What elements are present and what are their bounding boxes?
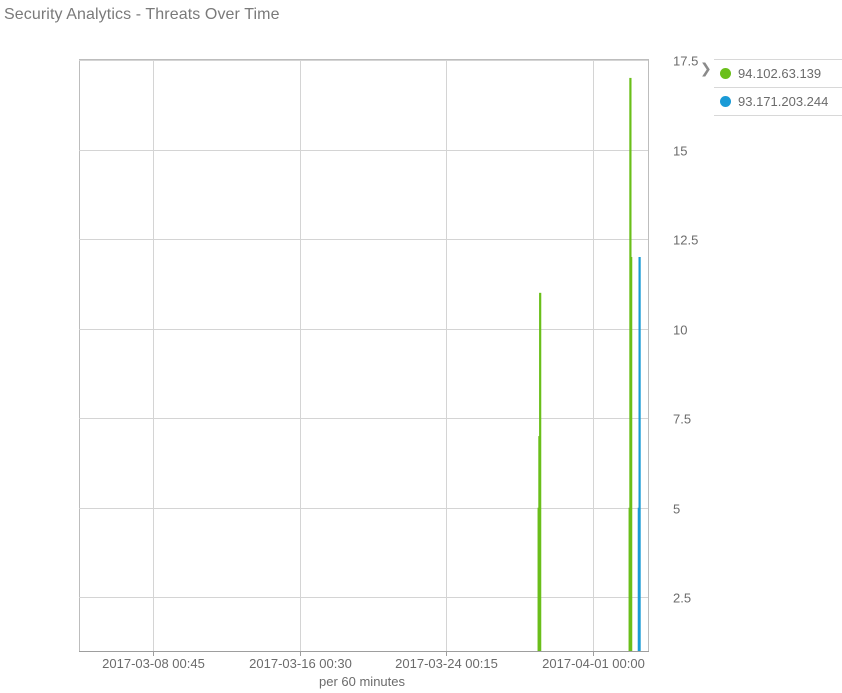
y-tick-label: 15 — [673, 144, 687, 159]
legend-label: 94.102.63.139 — [738, 66, 822, 81]
x-tick-label: 2017-03-08 00:45 — [102, 656, 205, 671]
legend-item[interactable]: 93.171.203.244 — [714, 88, 842, 116]
y-tick-label: 2.5 — [673, 591, 691, 606]
y-tick-label: 12.5 — [673, 233, 698, 248]
y-tick-label: 7.5 — [673, 412, 691, 427]
y-tick-label: 17.5 — [673, 54, 698, 69]
y-gridlines — [79, 60, 648, 598]
x-axis-title: per 60 minutes — [319, 674, 405, 689]
bars — [537, 77, 641, 651]
plot-area — [79, 59, 649, 652]
chevron-right-icon[interactable]: ❯ — [700, 60, 712, 76]
legend-swatch — [720, 96, 731, 107]
bar — [630, 257, 633, 651]
legend-swatch — [720, 68, 731, 79]
page-title: Security Analytics - Threats Over Time — [4, 6, 280, 23]
x-gridlines — [153, 60, 594, 656]
y-tick-label: 10 — [673, 323, 687, 338]
bar — [539, 292, 542, 651]
x-tick-label: 2017-04-01 00:00 — [542, 656, 645, 671]
y-tick-label: 5 — [673, 502, 680, 517]
x-tick-labels: 2017-03-08 00:45 2017-03-16 00:30 2017-03-… — [102, 656, 645, 671]
bar — [638, 257, 641, 651]
legend-item[interactable]: 94.102.63.139 — [714, 59, 842, 88]
x-tick-label: 2017-03-16 00:30 — [249, 656, 352, 671]
y-tick-labels: 2.5 5 7.5 10 12.5 15 17.5 — [673, 54, 698, 606]
legend: ❯ 94.102.63.139 93.171.203.244 — [700, 59, 842, 116]
legend-label: 93.171.203.244 — [738, 94, 829, 109]
x-tick-label: 2017-03-24 00:15 — [395, 656, 498, 671]
